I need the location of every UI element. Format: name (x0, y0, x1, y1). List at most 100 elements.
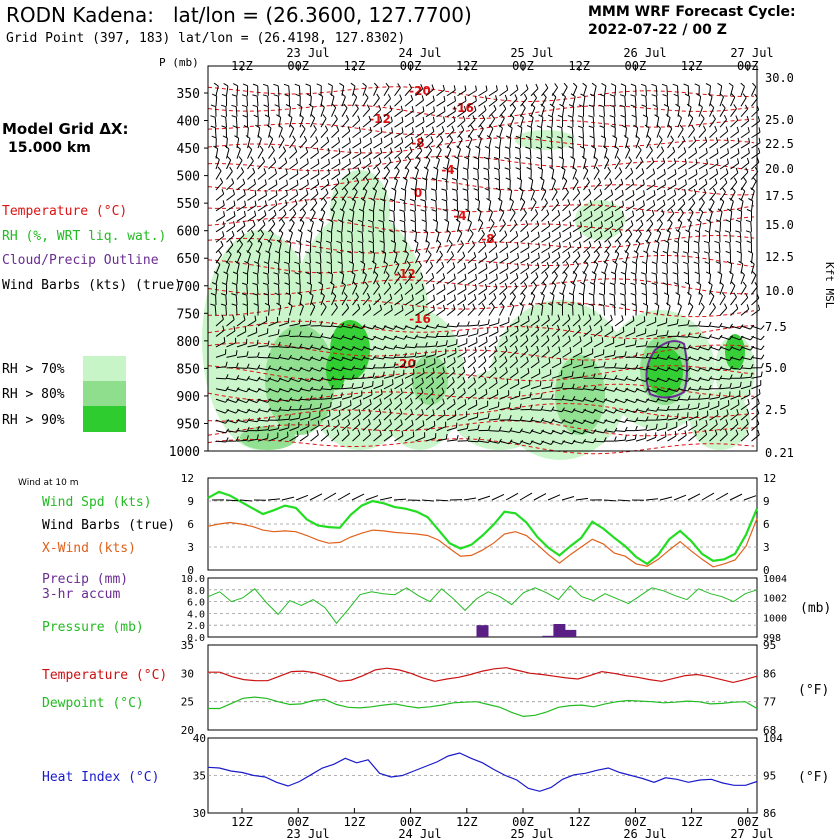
wind-barb (320, 178, 330, 191)
wind-barb (262, 83, 269, 96)
wind-barb (331, 375, 345, 381)
wind-barb (656, 330, 669, 337)
wind-barb (415, 432, 426, 442)
wind-barb (215, 240, 224, 254)
precip-ytick: 6.0 (187, 598, 205, 609)
wind-barb (244, 260, 250, 274)
time-tick-label-top: 00Z (737, 59, 759, 73)
wind-barb (551, 419, 566, 424)
wind-barb (719, 93, 724, 107)
wind-barb (609, 303, 616, 316)
date-label-top: 27 Jul (730, 46, 773, 60)
wind-barb (425, 420, 436, 432)
wind-barb (436, 340, 448, 348)
wind-barb (635, 416, 649, 422)
wind-barb (410, 219, 416, 232)
precip-label: Precip (mm) (42, 572, 128, 587)
wind-barb (283, 272, 290, 285)
wind-barb (751, 271, 757, 285)
wind-barb (541, 369, 552, 379)
wind-barb (391, 187, 397, 201)
wind-barb (568, 146, 574, 159)
wind-barb (383, 176, 389, 191)
wind-barb (305, 271, 311, 285)
wind-barb (394, 105, 403, 118)
wind-barb (656, 209, 665, 222)
wind-barb (730, 381, 742, 390)
wind-barb (436, 261, 445, 275)
wind-barb (289, 208, 297, 222)
wind-barb (467, 366, 476, 379)
wind-barb (457, 338, 468, 348)
wind-barb (572, 166, 577, 180)
wind-barb (467, 424, 480, 432)
wind-barb (352, 429, 361, 442)
wind-barb (236, 426, 250, 432)
wind-barb (598, 104, 605, 117)
wind-barb (730, 373, 743, 379)
wind-barb (740, 419, 749, 431)
wind-barb (362, 157, 372, 170)
wind-barb (551, 324, 560, 337)
wind-barb (488, 401, 500, 411)
wind-barb (446, 339, 458, 348)
wind-barb (541, 262, 550, 275)
wind-barb (719, 429, 728, 442)
wind-barb (509, 273, 519, 285)
wind-barb (751, 429, 760, 442)
wind-barb (631, 303, 637, 316)
wind-barb (404, 351, 417, 358)
wind-barb (268, 200, 278, 212)
wind-barb (651, 282, 658, 295)
wind-barb (562, 335, 571, 348)
time-tick-label-top: 00Z (625, 59, 647, 73)
wind-barb (368, 240, 374, 253)
wind-barb (488, 377, 498, 390)
wind-barb (740, 157, 750, 170)
wind-barb (520, 367, 530, 379)
wind-barb (415, 420, 425, 432)
wind-barb (719, 419, 729, 432)
wind-barb (478, 263, 488, 275)
wind-barb (347, 251, 353, 264)
wind-barb (367, 219, 374, 232)
wind-barb (415, 294, 425, 306)
wind-barb (331, 401, 342, 411)
wind-barb (372, 187, 377, 201)
wind-barb (253, 114, 259, 128)
wind-barb (257, 239, 263, 253)
wind-barb (677, 179, 687, 191)
wind-barb (446, 410, 457, 421)
wind-barb (488, 326, 499, 337)
wind-barb (499, 302, 505, 316)
wind-barb (257, 416, 271, 422)
wind-barb (499, 230, 508, 243)
wind-barb (667, 208, 675, 222)
wind-barb (688, 402, 700, 411)
wind-barb (635, 145, 642, 159)
wind-barb (707, 281, 713, 295)
wind-barb (520, 84, 529, 97)
wind-barb (315, 261, 322, 274)
wind-barb (383, 408, 392, 421)
wind-barb (614, 426, 628, 432)
wind-barb (593, 240, 602, 254)
wind-barb (399, 219, 406, 232)
wind-barb (215, 398, 230, 403)
wind-barb (748, 198, 754, 211)
wind-barb (640, 94, 647, 107)
wind-barb (360, 197, 366, 211)
wind-barb (268, 145, 275, 159)
wind-barb (751, 176, 757, 191)
wind-barb (257, 433, 269, 442)
wind-barb (320, 208, 326, 222)
wind-barb (330, 208, 335, 222)
wind-barb (362, 372, 375, 379)
wind-barb (688, 179, 698, 191)
wind-barb (562, 324, 571, 337)
wind-barb (488, 302, 495, 316)
pressure-ytick: 1002 (763, 594, 787, 605)
wind-barb (599, 93, 606, 107)
wind-barb (672, 251, 679, 264)
wind-barb (572, 231, 582, 243)
